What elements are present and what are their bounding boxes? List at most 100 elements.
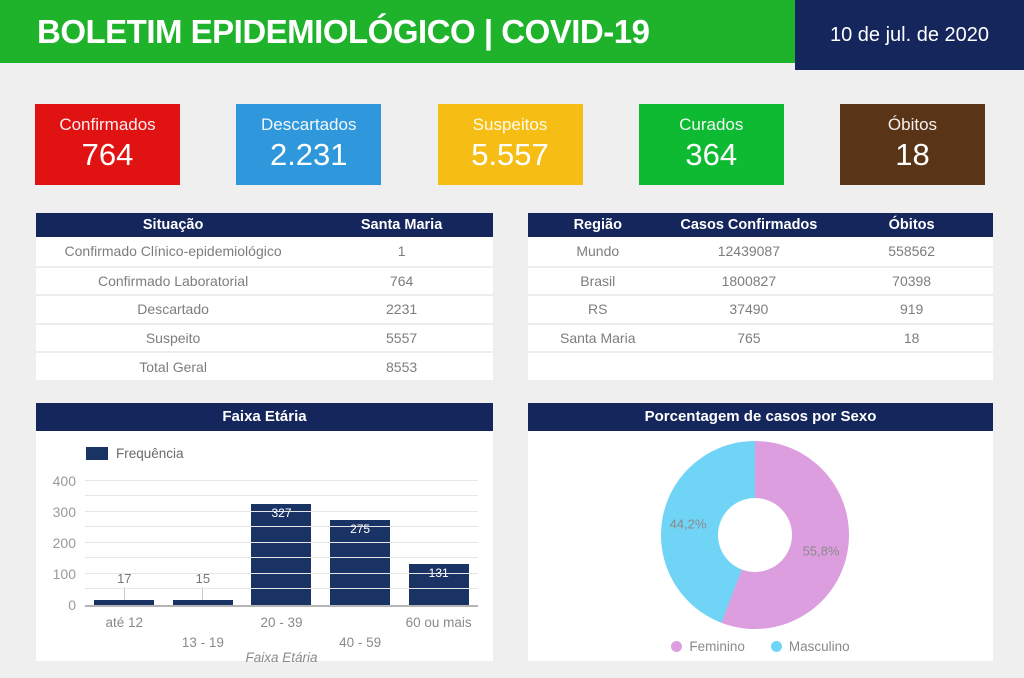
stat-card-label: Suspeitos [472, 115, 548, 134]
legend-item-feminino[interactable]: Feminino [671, 639, 745, 654]
cell-obitos: 18 [903, 330, 920, 347]
bar-rect[interactable]: 131 [408, 564, 469, 605]
cell-obitos: 558562 [888, 243, 935, 260]
bar-chart: Frequência 17 15 327 275 131 0 100 200 300 400 a… [36, 430, 493, 665]
bar-rect[interactable]: 275 [330, 519, 391, 605]
header: BOLETIM EPIDEMIOLÓGICO | COVID-19 10 de … [0, 0, 1024, 70]
masculino-dot-icon [770, 640, 782, 652]
bar-rect[interactable] [94, 599, 155, 605]
stat-card-value: 2.231 [269, 137, 348, 172]
x-tick-label: 13 - 19 [181, 634, 224, 650]
cell-value: 764 [389, 272, 414, 289]
pie-legend: Feminino Masculino [528, 639, 993, 654]
column-header-santa-maria: Santa Maria [360, 217, 443, 233]
table-row: RS 37490 919 [528, 294, 993, 323]
cell-value: 1 [397, 243, 406, 260]
donut[interactable] [661, 440, 849, 629]
label-leader-line [202, 587, 204, 601]
bar-rect[interactable] [172, 600, 233, 605]
x-tick-label: até 12 [105, 614, 144, 630]
cell-regiao: Mundo [576, 243, 620, 260]
table-row-total: Total Geral 8553 [36, 351, 493, 380]
label-leader-line [123, 586, 125, 600]
bar-rect[interactable]: 327 [251, 503, 312, 605]
pct-label-feminino: 55,8% [802, 543, 840, 559]
cell-value: 8553 [386, 358, 418, 375]
stat-card-value: 364 [685, 137, 738, 172]
cell-situacao: Confirmado Laboratorial [97, 272, 249, 289]
legend-swatch [86, 446, 108, 460]
cell-regiao: Brasil [580, 272, 616, 289]
table-row: Descartado 2231 [36, 294, 493, 323]
stat-card-suspeitos: Suspeitos 5.557 [437, 104, 583, 185]
cell-situacao: Confirmado Clínico-epidemiológico [64, 243, 282, 260]
column-header-obitos: Óbitos [888, 217, 935, 233]
x-tick-label: 60 ou mais [405, 614, 472, 630]
stat-card-descartados: Descartados 2.231 [236, 104, 382, 185]
column-header-situacao: Situação [142, 217, 204, 233]
table-row: Santa Maria 765 18 [528, 322, 993, 352]
cell-situacao: Suspeito [145, 330, 201, 347]
bar-value-label: 275 [350, 521, 371, 536]
cell-casos: 765 [737, 330, 761, 347]
cell-situacao: Descartado [137, 301, 209, 318]
bar-plot: 17 15 327 275 131 0 100 200 300 400 [53, 473, 478, 613]
table-row: Mundo 12439087 558562 [528, 237, 993, 266]
table-row: Brasil 1800827 70398 [528, 265, 993, 295]
table-row: Suspeito 5557 [36, 322, 493, 352]
x-tick-label: 20 - 39 [260, 614, 303, 630]
y-tick-label: 100 [52, 565, 76, 582]
stat-card-value: 5.557 [471, 137, 549, 172]
table-row: Confirmado Clínico-epidemiológico 1 [36, 237, 493, 266]
y-tick-label: 400 [52, 472, 76, 489]
legend-item-masculino[interactable]: Masculino [770, 638, 850, 654]
table-row-empty [528, 351, 993, 380]
donut-chart: 44,2% 55,8% Feminino Masculino [528, 430, 993, 661]
table-row: Confirmado Laboratorial 764 [36, 265, 493, 295]
bar-até 12[interactable]: 17 [85, 483, 164, 605]
donut-hole [718, 497, 792, 572]
situacao-table-header: Situação Santa Maria [36, 213, 493, 237]
situacao-table: Situação Santa Maria Confirmado Clínico-… [36, 213, 493, 380]
date-badge: 10 de jul. de 2020 [795, 0, 1024, 70]
cell-obitos: 70398 [892, 272, 932, 289]
y-tick-label: 300 [52, 503, 76, 520]
feminino-dot-icon [671, 640, 683, 652]
stat-card-confirmados: Confirmados 764 [35, 104, 180, 185]
cell-casos: 37490 [729, 301, 769, 318]
legend-label: Masculino [788, 638, 850, 654]
cell-situacao: Total Geral [139, 358, 207, 375]
bar-40 - 59[interactable]: 275 [321, 483, 400, 605]
bar-chart-legend[interactable]: Frequência [86, 446, 184, 461]
y-tick-label: 200 [52, 534, 76, 551]
bar-60 ou mais[interactable]: 131 [399, 483, 478, 605]
column-header-regiao: Região [573, 217, 622, 233]
tables-row: Situação Santa Maria Confirmado Clínico-… [36, 213, 1024, 380]
cell-casos: 1800827 [721, 272, 777, 289]
legend-label: Frequência [116, 445, 184, 461]
cell-regiao: RS [588, 301, 608, 318]
cell-casos: 12439087 [717, 243, 781, 260]
cell-obitos: 919 [899, 301, 924, 318]
stat-card-label: Descartados [261, 115, 357, 134]
stat-card-label: Curados [679, 115, 744, 134]
bar-20 - 39[interactable]: 327 [242, 483, 321, 605]
bars-row: 17 15 327 275 131 [85, 483, 478, 605]
sexo-panel: Porcentagem de casos por Sexo 44,2% 55,8… [528, 402, 993, 661]
sexo-panel-title: Porcentagem de casos por Sexo [528, 402, 993, 431]
xlabels-row: até 12 13 - 19 20 - 39 40 - 59 60 ou mais [85, 614, 478, 650]
column-header-casos: Casos Confirmados [680, 217, 818, 233]
x-tick-label: 40 - 59 [339, 634, 382, 650]
stat-card-curados: Curados 364 [638, 104, 784, 185]
bar-value-label: 15 [195, 571, 211, 587]
cell-regiao: Santa Maria [560, 330, 636, 347]
regiao-table-header: Região Casos Confirmados Óbitos [528, 213, 993, 237]
stat-cards: Confirmados 764 Descartados 2.231 Suspei… [0, 104, 1024, 185]
cell-value: 2231 [386, 301, 418, 318]
bar-value-label: 17 [117, 570, 132, 586]
bar-13 - 19[interactable]: 15 [164, 483, 243, 605]
legend-label: Feminino [689, 638, 745, 654]
stat-card-label: Óbitos [887, 115, 938, 134]
cell-value: 5557 [386, 330, 418, 347]
